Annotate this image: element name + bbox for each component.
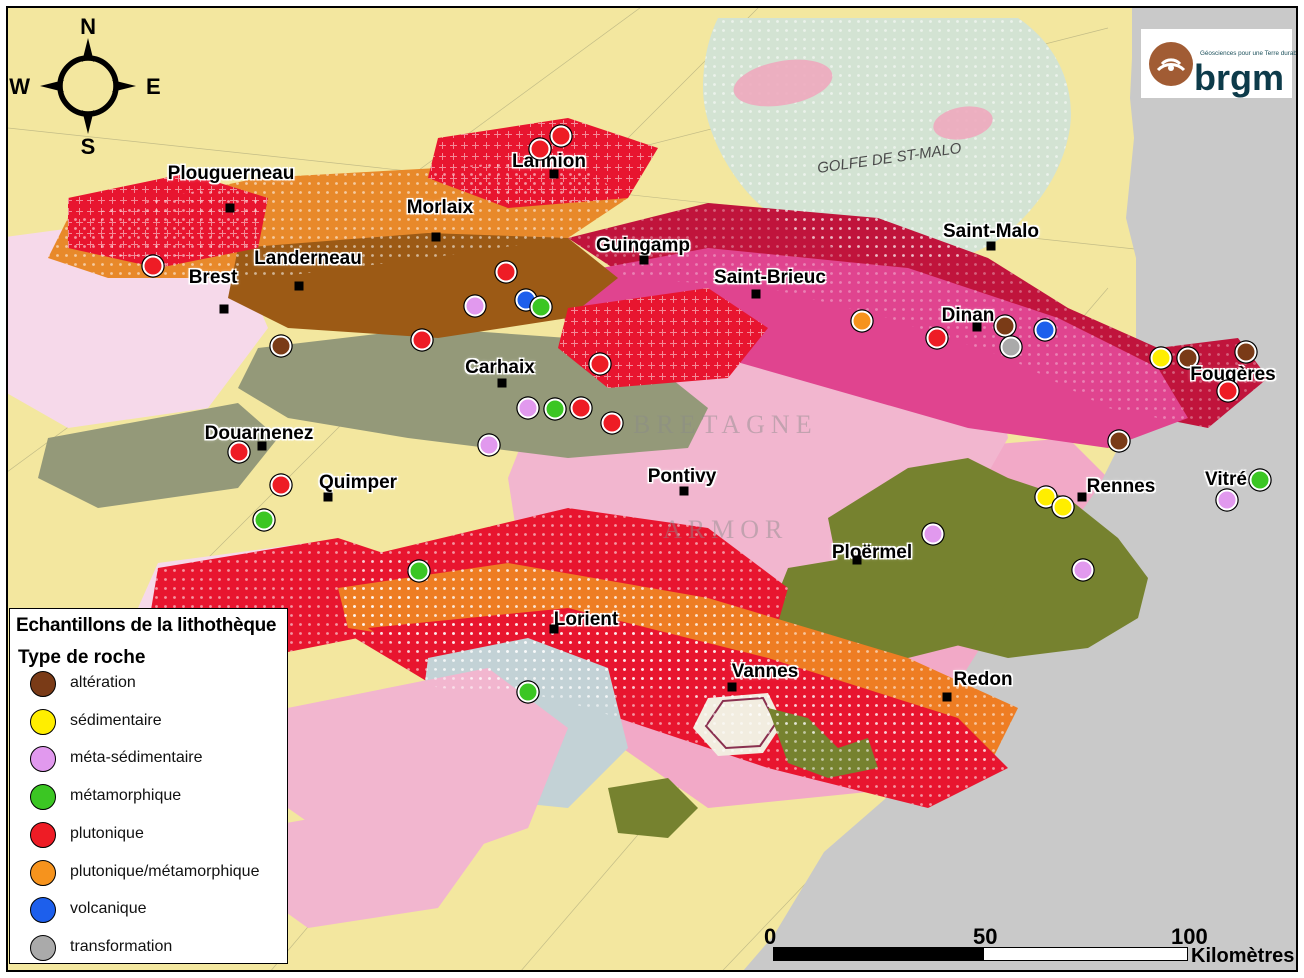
svg-text:W: W — [9, 74, 30, 99]
svg-text:E: E — [146, 74, 161, 99]
svg-text:BRETAGNE: BRETAGNE — [633, 410, 818, 439]
svg-text:ARMOR: ARMOR — [663, 515, 788, 544]
svg-text:N: N — [80, 14, 96, 39]
svg-text:S: S — [81, 134, 96, 159]
svg-text:Géosciences pour une Terre dur: Géosciences pour une Terre durable — [1200, 50, 1298, 57]
svg-text:brgm: brgm — [1194, 57, 1284, 98]
